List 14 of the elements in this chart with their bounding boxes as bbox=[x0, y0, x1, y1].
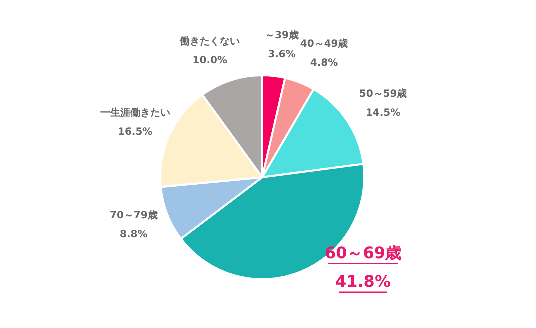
slice-label: 働きたくない bbox=[179, 35, 240, 48]
data-label: 10.0% bbox=[192, 55, 228, 66]
data-label: 16.5% bbox=[118, 126, 153, 138]
data-label: 8.8% bbox=[120, 230, 148, 241]
slice-label: ～39歳 bbox=[265, 30, 299, 42]
data-label: 4.8% bbox=[310, 58, 338, 70]
data-label: 14.5% bbox=[366, 108, 401, 120]
slice-label: 60～69歳 bbox=[324, 243, 402, 262]
data-label: 41.8% bbox=[335, 272, 391, 291]
slice-label: 一生涯働きたい bbox=[100, 106, 170, 119]
slice-label: 70～79歳 bbox=[110, 210, 158, 222]
slice-label: 40～49歳 bbox=[300, 38, 348, 50]
data-label: 3.6% bbox=[268, 50, 296, 61]
slice-label: 50～59歳 bbox=[359, 88, 408, 100]
